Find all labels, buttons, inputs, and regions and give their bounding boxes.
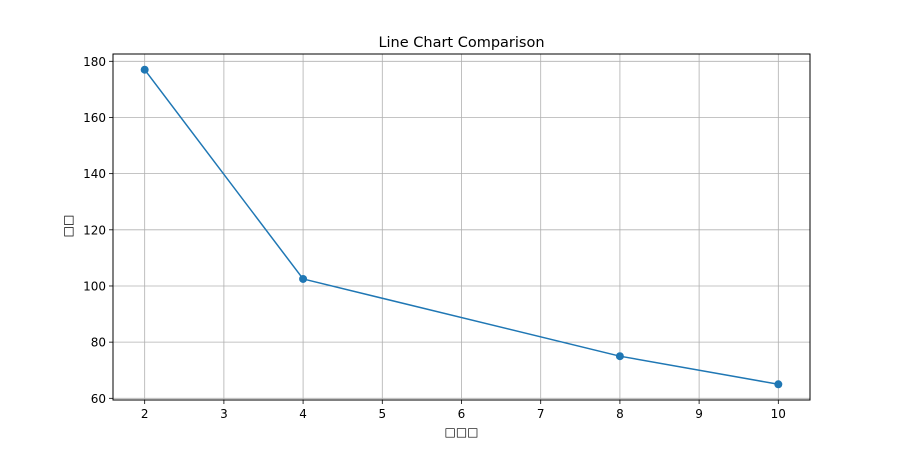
x-axis-label: □□□ [444,425,478,439]
x-tick-label: 8 [616,407,624,421]
x-tick-label: 6 [458,407,466,421]
y-tick-label: 80 [91,336,106,350]
y-tick-label: 100 [83,279,106,293]
data-point [615,352,624,361]
x-tick-label: 4 [299,407,307,421]
grid-lines [113,54,810,400]
x-tick-label: 9 [695,407,703,421]
x-tick-label: 10 [771,407,786,421]
x-tick-label: 5 [378,407,386,421]
data-point [140,65,149,74]
y-axis-label: □□ [61,215,75,238]
y-tick-label: 180 [83,55,106,69]
series-line [144,69,779,386]
y-tick-label: 160 [83,111,106,125]
y-tick-label: 120 [83,223,106,237]
x-tick-label: 2 [141,407,149,421]
y-tick-label: 140 [83,167,106,181]
x-axis-ticks: 2 3 4 5 6 7 8 9 10 [141,400,786,421]
y-axis-ticks: 60 80 100 120 140 160 180 [83,55,113,406]
chart-title: Line Chart Comparison [378,35,544,51]
y-tick-label: 60 [91,392,106,406]
series-layer [140,65,783,389]
x-tick-label: 3 [220,407,228,421]
data-point [774,380,783,389]
x-tick-label: 7 [537,407,545,421]
data-point [299,274,308,283]
